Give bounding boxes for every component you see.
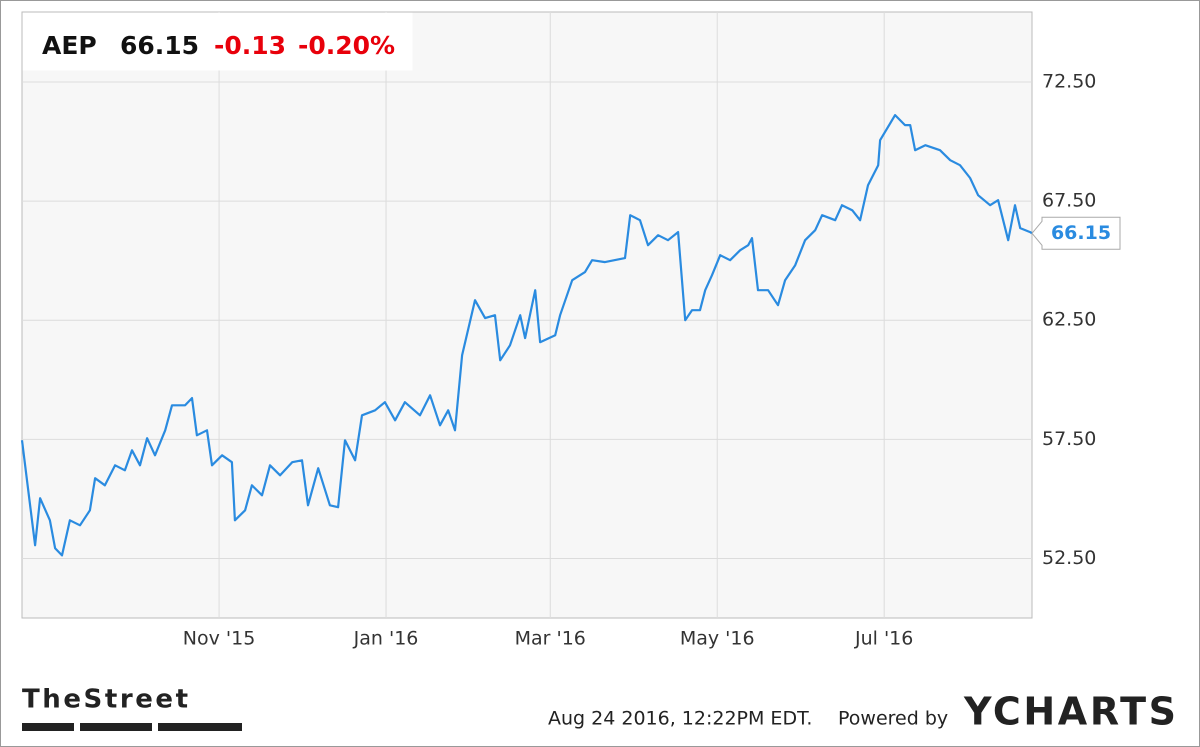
timestamp: Aug 24 2016, 12:22PM EDT. <box>548 708 812 730</box>
price-line <box>20 114 1033 557</box>
y-tick-label: 72.50 <box>1042 71 1096 93</box>
powered-by: Powered by <box>838 708 948 730</box>
lines <box>20 114 1033 557</box>
x-tick-label: Nov '15 <box>183 628 256 650</box>
last-value-box <box>1031 216 1121 250</box>
price: 66.15 <box>120 31 199 60</box>
x-tick-label: Jul '16 <box>854 628 913 650</box>
logo-bar <box>22 723 74 731</box>
ycharts-logo: YCHARTS <box>963 690 1176 734</box>
change-pct: -0.20% <box>298 31 395 60</box>
header-box <box>22 12 413 71</box>
y-tick-label: 62.50 <box>1042 309 1096 331</box>
logo-bar <box>158 723 242 731</box>
plot-area <box>21 11 1033 619</box>
x-tick-label: May '16 <box>680 628 755 650</box>
ticker: AEP <box>42 31 97 60</box>
x-tick-label: Mar '16 <box>515 628 586 650</box>
y-tick-label: 67.50 <box>1042 190 1096 212</box>
y-tick-label: 57.50 <box>1042 428 1096 450</box>
grid <box>22 12 1032 618</box>
last-value-label: 66.15 <box>1051 222 1111 244</box>
logo-bar <box>80 723 152 731</box>
x-tick-label: Jan '16 <box>353 628 419 650</box>
y-tick-label: 52.50 <box>1042 547 1096 569</box>
thestreet-logo: TheStreet <box>22 685 188 715</box>
change: -0.13 <box>214 31 286 60</box>
